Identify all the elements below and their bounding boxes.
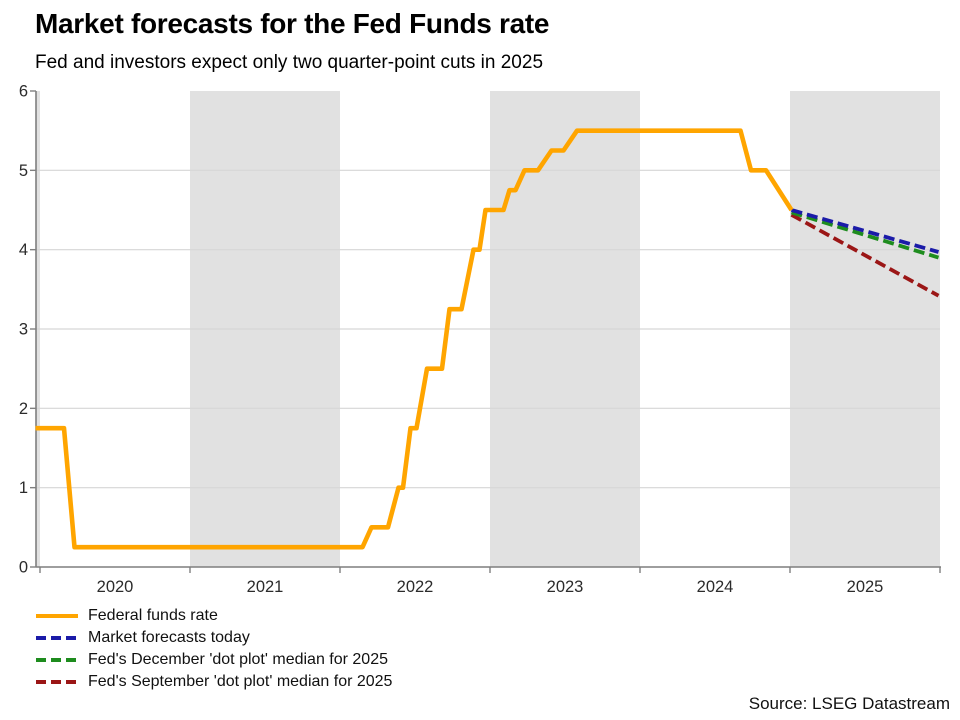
legend-label: Market forecasts today [88, 629, 250, 646]
x-tick-label: 2020 [97, 578, 134, 596]
legend-label: Federal funds rate [88, 607, 218, 624]
x-tick-label: 2022 [397, 578, 434, 596]
x-tick-label: 2021 [247, 578, 284, 596]
series-line-fed-s-december-dot-plot-median-for-2025 [790, 210, 940, 260]
y-tick-label: 2 [19, 400, 28, 418]
y-tick-label: 1 [19, 479, 28, 497]
chart-legend: Federal funds rate Market forecasts toda… [36, 605, 392, 693]
legend-item-federal-funds-rate: Federal funds rate [36, 605, 392, 627]
y-tick-label: 6 [19, 83, 28, 101]
legend-item-market-forecasts-today: Market forecasts today [36, 627, 392, 649]
chart-title: Market forecasts for the Fed Funds rate [35, 8, 550, 39]
source-credit: Source: LSEG Datastream [748, 694, 950, 713]
dashed-line-icon [36, 636, 78, 640]
x-tick-label: 2025 [847, 578, 884, 596]
y-tick-label: 0 [19, 559, 28, 577]
solid-line-icon [36, 614, 78, 618]
dashed-line-icon [36, 680, 78, 684]
legend-label: Fed's December 'dot plot' median for 202… [88, 651, 388, 668]
y-tick-label: 5 [19, 162, 28, 180]
legend-item-december-dot-plot: Fed's December 'dot plot' median for 202… [36, 649, 392, 671]
y-tick-label: 4 [19, 241, 28, 259]
series-line-fed-s-september-dot-plot-median-for-2025 [790, 213, 940, 298]
dashed-line-icon [36, 658, 78, 662]
y-tick-label: 3 [19, 321, 28, 339]
x-tick-label: 2023 [547, 578, 584, 596]
x-tick-label: 2024 [697, 578, 734, 596]
legend-label: Fed's September 'dot plot' median for 20… [88, 673, 393, 690]
legend-item-september-dot-plot: Fed's September 'dot plot' median for 20… [36, 671, 392, 693]
chart-subtitle: Fed and investors expect only two quarte… [35, 52, 544, 73]
series-line-federal-funds-rate [35, 128, 794, 550]
series-line-market-forecasts-today [790, 208, 940, 254]
